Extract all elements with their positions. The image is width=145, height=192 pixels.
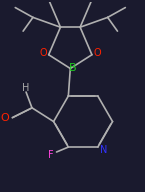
Text: O: O [93,48,101,58]
Text: N: N [100,145,107,155]
Text: B: B [68,63,76,73]
Text: H: H [22,83,30,93]
Text: F: F [48,150,54,160]
Text: O: O [40,48,48,58]
Text: O: O [0,113,9,123]
